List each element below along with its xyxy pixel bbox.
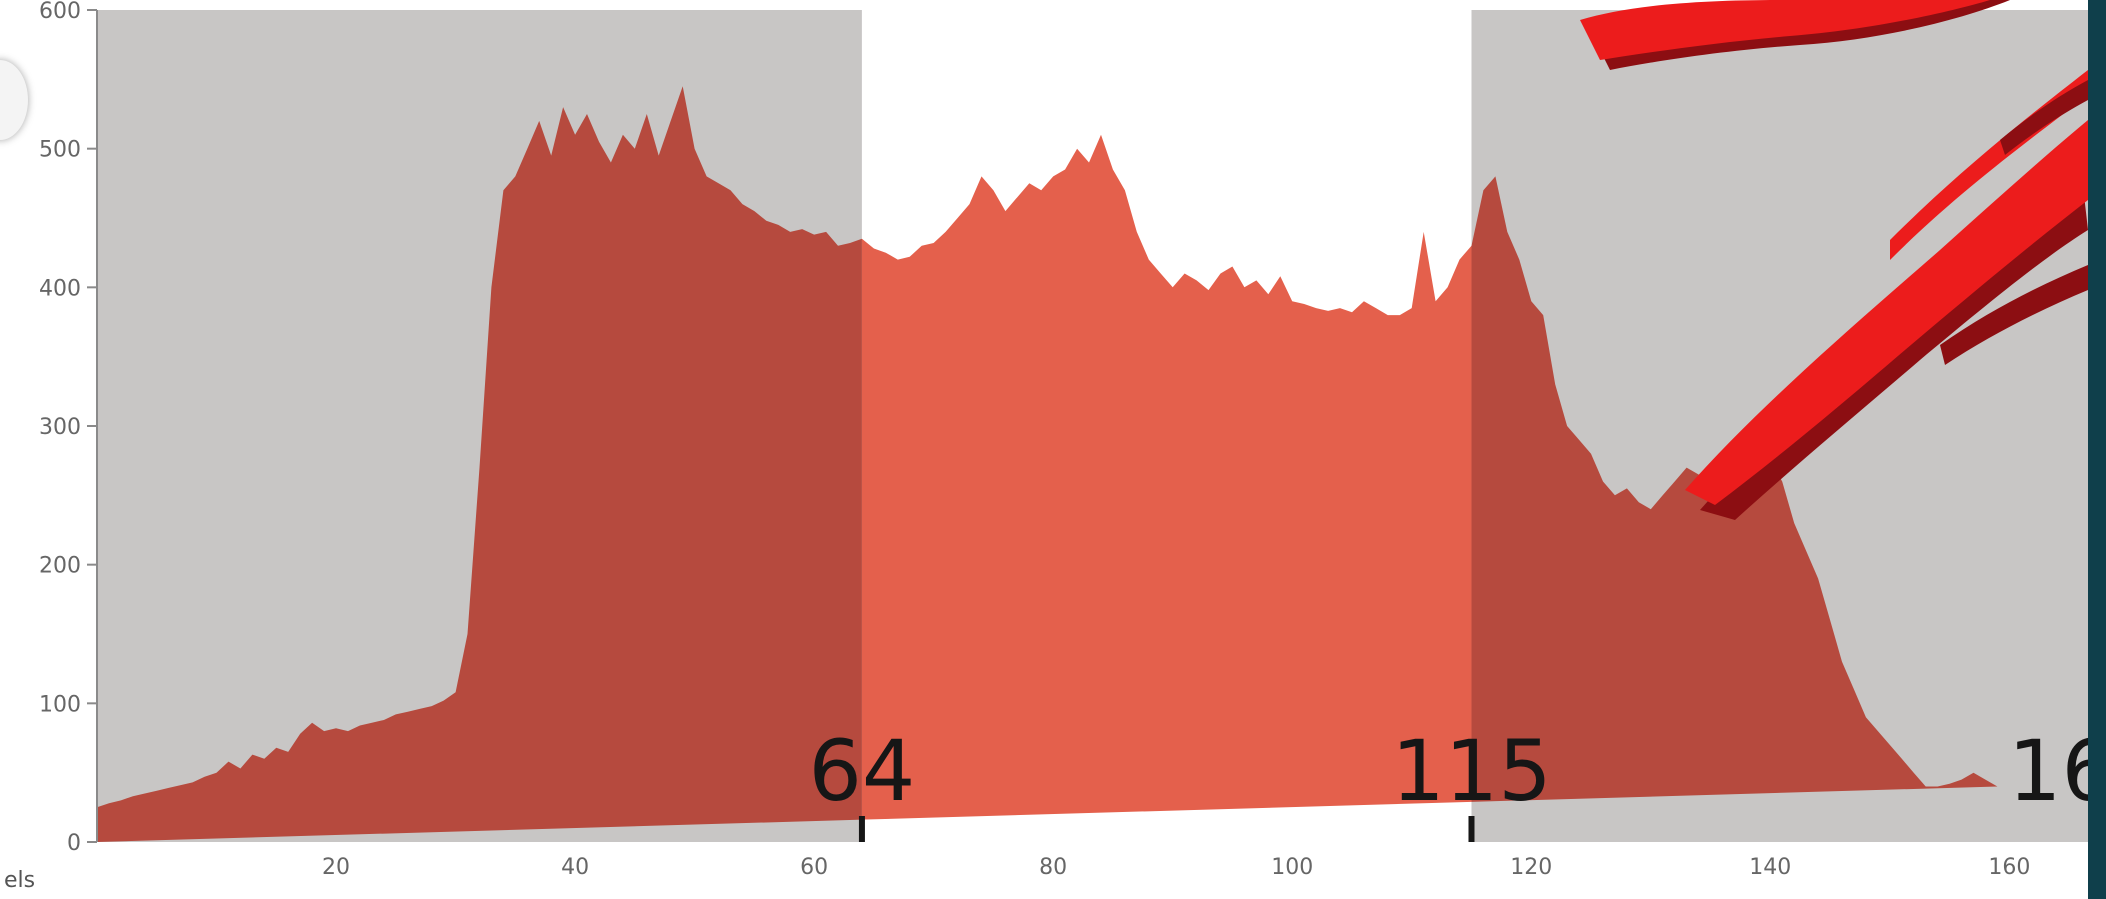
y-tick-label-200: 200 xyxy=(39,554,81,579)
brush-stroke-6 xyxy=(2000,80,2088,155)
selection-markers: 64 115 16 xyxy=(808,722,2106,842)
side-panel-edge xyxy=(2088,0,2106,899)
y-tick-label-0: 0 xyxy=(67,831,81,856)
y-tick-label-600: 600 xyxy=(39,0,81,24)
axes: 0 100 200 300 400 500 600 20 40 60 80 100 120 140 160 xyxy=(39,0,2030,880)
y-tick-label-400: 400 xyxy=(39,276,81,301)
x-tick-label-100: 100 xyxy=(1271,855,1313,880)
selection-handle-115 xyxy=(1468,816,1475,842)
y-tick-label-300: 300 xyxy=(39,415,81,440)
selection-label-64: 64 xyxy=(808,722,915,820)
x-axis-label: els xyxy=(4,868,36,893)
brush-strokes xyxy=(1580,0,2088,520)
histogram-area-selected xyxy=(861,134,1472,820)
x-tick-label-20: 20 xyxy=(322,855,350,880)
brush-stroke-5 xyxy=(1940,265,2088,365)
selection-label-115: 115 xyxy=(1391,722,1551,820)
x-tick-label-160: 160 xyxy=(1988,855,2030,880)
y-tick-label-500: 500 xyxy=(39,138,81,163)
selection-label-16: 16 xyxy=(2008,722,2106,820)
x-tick-label-40: 40 xyxy=(561,855,589,880)
histogram-area-left xyxy=(97,86,862,842)
x-tick-label-120: 120 xyxy=(1510,855,1552,880)
x-tick-label-140: 140 xyxy=(1749,855,1791,880)
x-tick-label-60: 60 xyxy=(800,855,828,880)
selection-handle-64 xyxy=(858,816,865,842)
brush-stroke-1 xyxy=(1580,0,1990,60)
brush-stroke-3 xyxy=(1685,120,2088,505)
x-tick-label-80: 80 xyxy=(1039,855,1067,880)
y-tick-label-100: 100 xyxy=(39,692,81,717)
